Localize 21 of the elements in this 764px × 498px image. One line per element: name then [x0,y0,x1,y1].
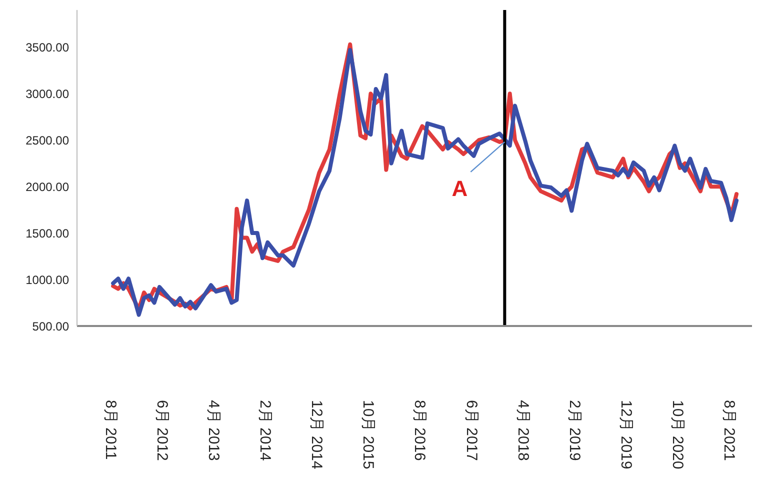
x-tick-label: 2月 2014 [256,400,274,461]
y-tick-label: 1000.00 [26,272,70,287]
x-tick-label: 4月 2018 [514,400,532,461]
y-tick-label: 3000.00 [26,86,70,101]
x-tick-label: 10月 2015 [360,400,377,470]
x-tick-label: 8月 2021 [720,400,738,461]
annotation: A [452,176,468,201]
x-tick-label: 10月 2020 [668,400,686,470]
x-tick-label: 8月 2011 [102,400,120,460]
x-tick-label: 12月 2014 [308,400,326,470]
y-tick-label: 3500.00 [26,40,70,54]
y-tick-label: 1500.00 [26,226,70,240]
x-tick-label: 12月 2019 [617,400,634,470]
x-tick-label: 4月 2013 [205,400,222,461]
y-tick-label: 500.00 [32,319,70,334]
x-tick-label: 8月 2016 [411,400,428,461]
x-tick-label: 6月 2012 [154,400,171,461]
x-tick-label: 2月 2019 [566,400,583,461]
y-tick-label: 2000.00 [26,180,70,194]
x-tick-label: 6月 2017 [462,400,480,461]
y-tick-label: 2500.00 [26,133,70,148]
